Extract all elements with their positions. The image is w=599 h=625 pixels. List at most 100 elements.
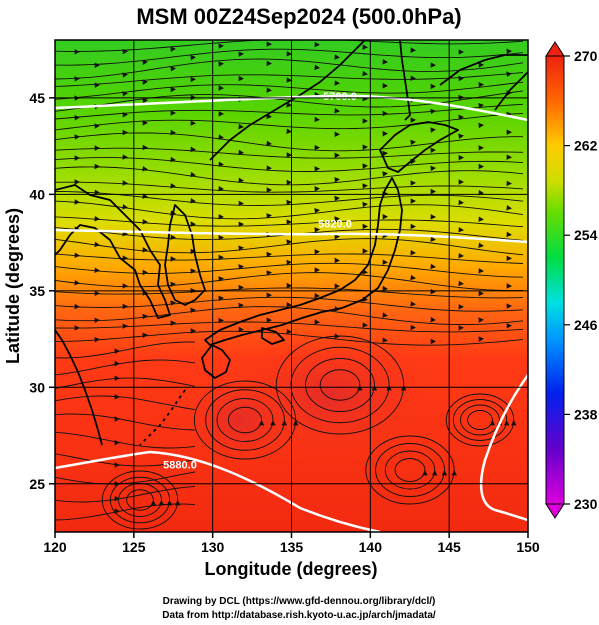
streamline-arrow [410, 223, 416, 230]
streamline-arrow [314, 227, 320, 233]
streamline-arrow [218, 214, 224, 220]
streamline-arrow [170, 300, 176, 306]
streamline-arrow [314, 249, 320, 255]
streamline [55, 132, 523, 152]
streamline-arrow [506, 48, 512, 55]
streamline-arrow [430, 263, 436, 270]
streamline-arrow [458, 49, 464, 55]
streamline-arrow [142, 97, 148, 104]
streamline-arrow [170, 320, 176, 326]
streamline-arrow [218, 317, 224, 324]
streamline-arrow [430, 236, 436, 242]
credit-drawing: Drawing by DCL (https://www.gfd-dennou.o… [163, 596, 436, 607]
streamline [55, 431, 196, 449]
streamline-arrow [142, 120, 148, 126]
colorbar-max-arrow [545, 41, 565, 57]
streamline-arrow [170, 86, 176, 93]
streamline-arrow [238, 326, 244, 333]
x-tick-label: 145 [437, 539, 461, 555]
streamline-arrow [314, 292, 320, 299]
streamline-arrow [478, 122, 484, 129]
streamline-arrow [74, 280, 80, 286]
streamline-arrow [74, 76, 80, 82]
contour-labels: 5700.0 5820.0 5880.0 [163, 91, 357, 472]
x-tick-label: 130 [201, 539, 225, 555]
contour-line [55, 450, 381, 532]
streamline-arrow [334, 152, 340, 159]
streamline-arrow [122, 303, 128, 310]
streamline-arrow [238, 123, 244, 130]
streamline-arrow [430, 83, 436, 90]
streamline [55, 341, 196, 359]
streamline-arrow [114, 360, 120, 367]
streamline-arrow [142, 313, 148, 320]
x-axis-ticks: 120 125 130 135 140 145 150 [43, 532, 540, 555]
streamline-arrow [410, 180, 416, 186]
streamline-arrow [158, 500, 165, 506]
streamline-arrow [170, 66, 176, 72]
streamline-arrow [150, 500, 157, 506]
streamline-arrow [286, 259, 292, 266]
streamline-arrow [266, 213, 272, 219]
streamline [55, 191, 524, 206]
streamline-arrow [506, 231, 512, 238]
streamline [55, 166, 524, 186]
streamline-arrow [441, 470, 448, 476]
streamline-arrow [266, 251, 272, 258]
streamline-arrow [122, 283, 128, 289]
streamline-arrow [506, 255, 512, 262]
streamline-swirl [290, 346, 390, 424]
streamline-arrow [94, 189, 100, 196]
streamline-arrow [94, 62, 100, 68]
streamline-arrow [218, 61, 224, 67]
streamline-arrow [451, 470, 457, 476]
streamline-arrow [142, 166, 148, 172]
streamline-arrow [410, 301, 416, 307]
y-tick-label: 25 [29, 476, 45, 492]
streamline-arrow [458, 155, 464, 161]
streamline-arrow [478, 145, 484, 151]
streamline-arrow [122, 323, 128, 329]
streamline-arrow [94, 145, 100, 151]
streamline-arrow [506, 283, 512, 289]
streamline-arrow [190, 76, 196, 83]
streamline [55, 200, 524, 220]
colorbar-tick-label: 270 [574, 48, 598, 64]
streamline-arrow [458, 325, 464, 331]
grid-lines [55, 40, 528, 532]
streamline-arrow [238, 200, 244, 207]
streamline-arrow [170, 256, 176, 262]
streamline-arrow [142, 59, 148, 65]
streamline-arrow [286, 128, 292, 134]
y-axis-ticks: 25 30 35 40 45 [29, 90, 55, 492]
streamline-arrow [430, 338, 436, 345]
streamline-arrow [334, 131, 340, 137]
streamline-arrow [478, 336, 484, 342]
streamline-arrow [238, 51, 244, 57]
streamline-arrow [114, 348, 120, 354]
streamline-arrow [334, 108, 340, 114]
streamline-arrow [362, 248, 368, 254]
streamline-arrow [286, 179, 292, 186]
streamline-arrow [122, 255, 128, 261]
streamline-arrow [114, 508, 120, 514]
streamline-arrow [478, 62, 484, 68]
streamline-arrow [334, 195, 340, 202]
streamline-swirl [365, 435, 455, 505]
streamline-arrow [218, 134, 224, 140]
streamline-arrow [94, 163, 100, 170]
streamline-arrow [170, 129, 176, 136]
streamline [55, 287, 524, 299]
streamline-arrow [238, 149, 244, 156]
streamline-arrow [382, 259, 388, 265]
streamline-arrow [286, 77, 292, 83]
streamline-arrow [410, 324, 416, 331]
streamline [55, 253, 524, 264]
streamline-arrow [430, 188, 436, 195]
streamline-arrow [458, 199, 464, 206]
streamline-arrow [190, 328, 196, 334]
streamline-arrow [506, 71, 512, 77]
streamline-arrow [281, 420, 288, 426]
streamline-swirl [101, 470, 179, 530]
streamline-arrow [170, 281, 176, 288]
